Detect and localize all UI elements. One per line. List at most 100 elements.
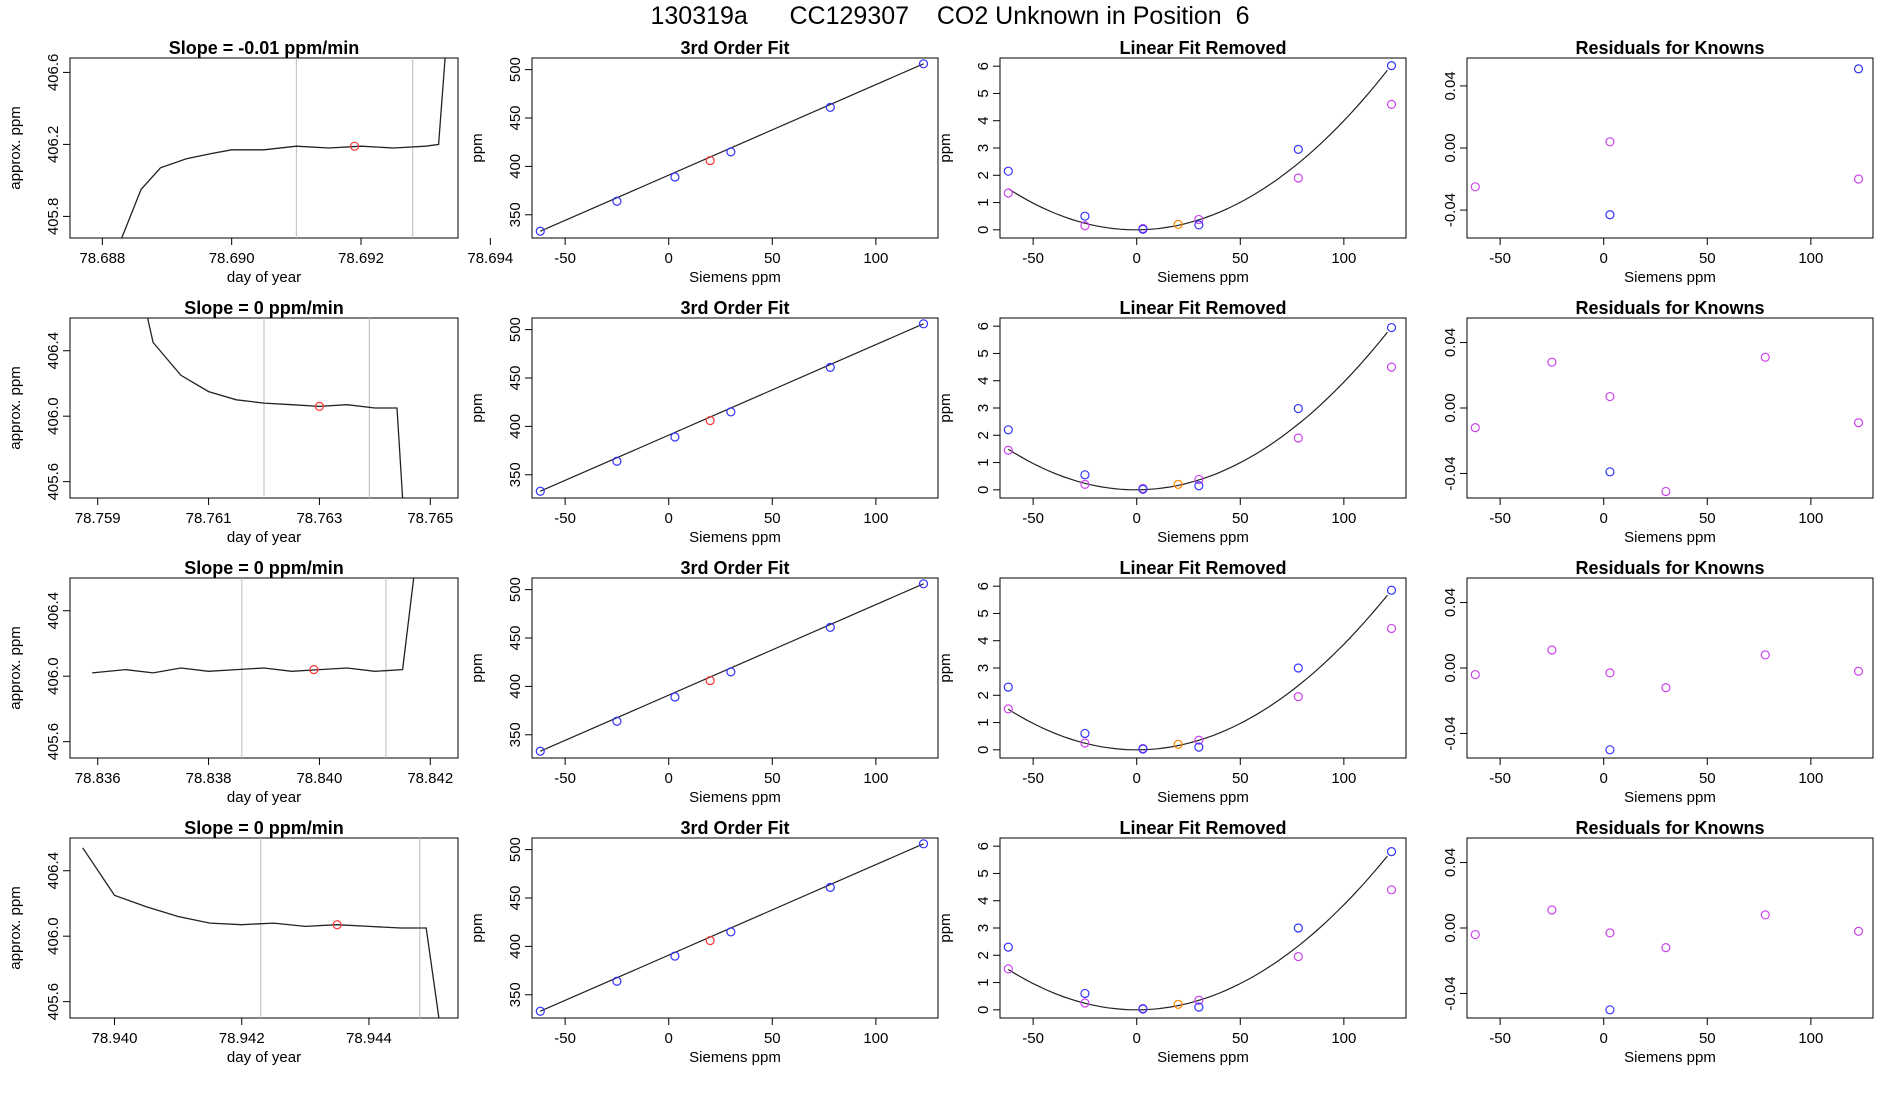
y-tick-label: 6 [975, 582, 992, 590]
y-tick-label: 1 [975, 198, 992, 206]
y-axis-label: ppm [937, 393, 954, 422]
y-tick-label: 405.6 [45, 723, 62, 761]
y-tick-label: 350 [507, 982, 524, 1007]
chart-panel: Slope = 0 ppm/min 78.759 78.761 78.763 78.76… [7, 298, 459, 546]
y-tick-label: 3 [975, 664, 992, 672]
y-tick-label: 5 [975, 869, 992, 877]
y-tick-label: 1 [975, 978, 992, 986]
y-axis-label: approx. ppm [7, 106, 24, 189]
plot-frame [531, 837, 939, 1019]
x-tick-label: 0 [665, 250, 673, 267]
data-point [1386, 322, 1397, 333]
chart-title: 3rd Order Fit [680, 38, 789, 58]
chart-title: 3rd Order Fit [680, 558, 789, 578]
data-point [1194, 995, 1204, 1005]
data-point [1003, 445, 1013, 455]
data-point [535, 746, 545, 756]
y-axis-label: ppm [469, 393, 486, 422]
data-point [705, 415, 715, 426]
data-point [726, 407, 736, 417]
y-tick-label: 0.00 [1442, 913, 1459, 942]
y-tick-label: 2 [975, 691, 992, 699]
x-tick-label: 0 [1133, 250, 1141, 267]
data-point [1386, 99, 1397, 109]
y-tick-label: -0.04 [1442, 976, 1459, 1010]
data-point [918, 579, 929, 589]
data-point [670, 432, 680, 442]
chart-title: Residuals for Knowns [1575, 298, 1764, 318]
fit-curve [1007, 594, 1388, 751]
data-point [535, 1006, 545, 1016]
y-tick-label: 3 [975, 924, 992, 932]
y-tick-label: 400 [507, 414, 524, 439]
x-tick-label: -50 [1022, 250, 1044, 267]
x-tick-label: 0 [1600, 770, 1608, 787]
data-point [535, 226, 545, 236]
y-tick-label: 3 [975, 404, 992, 412]
y-axis-label: approx. ppm [7, 886, 24, 969]
y-tick-label: 0.00 [1442, 393, 1459, 422]
x-tick-label: 78.944 [346, 1030, 392, 1047]
x-tick-label: 100 [863, 510, 888, 527]
data-point [1138, 224, 1148, 234]
y-tick-label: 450 [507, 625, 524, 650]
x-axis-label: Siemens ppm [1157, 1049, 1249, 1066]
x-tick-label: 50 [1232, 250, 1249, 267]
x-tick-label: 78.692 [338, 250, 384, 267]
x-tick-label: -50 [554, 510, 576, 527]
x-tick-label: -50 [1489, 510, 1511, 527]
data-point [1293, 433, 1303, 443]
x-tick-label: -50 [1489, 250, 1511, 267]
y-tick-label: 405.6 [45, 463, 62, 501]
y-axis-label: ppm [937, 133, 954, 162]
data-point [1003, 964, 1013, 974]
data-point [1293, 173, 1303, 183]
data-point [1080, 221, 1090, 231]
fit-curve [1007, 855, 1388, 1011]
y-tick-label: 350 [507, 202, 524, 227]
data-point [1194, 220, 1204, 230]
plot-frame [999, 837, 1407, 1019]
y-tick-label: 400 [507, 674, 524, 699]
y-tick-label: 0 [975, 746, 992, 754]
y-tick-label: 6 [975, 62, 992, 70]
y-tick-label: 500 [507, 837, 524, 862]
y-tick-label: 500 [507, 57, 524, 82]
x-tick-label: 50 [764, 1030, 781, 1047]
y-tick-label: 405.8 [45, 198, 62, 236]
data-point [1138, 484, 1148, 494]
data-point [1194, 742, 1204, 752]
data-point [1080, 998, 1090, 1008]
y-tick-label: 2 [975, 171, 992, 179]
data-point [1194, 735, 1204, 745]
data-point [1605, 137, 1615, 147]
data-point [1080, 211, 1090, 221]
x-axis-label: Siemens ppm [689, 269, 781, 286]
x-axis-label: day of year [227, 789, 301, 806]
x-tick-label: 0 [665, 1030, 673, 1047]
plot-frame [1466, 317, 1874, 499]
data-point [1547, 645, 1557, 655]
x-axis-label: day of year [227, 1049, 301, 1066]
x-axis-label: Siemens ppm [689, 529, 781, 546]
y-tick-label: 350 [507, 722, 524, 747]
chart-title: Slope = -0.01 ppm/min [169, 38, 360, 58]
y-tick-label: 350 [507, 462, 524, 487]
y-tick-label: 0 [975, 1006, 992, 1014]
series-line [146, 317, 404, 499]
data-point [1080, 738, 1090, 748]
data-point [1386, 362, 1397, 372]
data-point [1853, 926, 1864, 936]
series-line [92, 577, 415, 674]
x-axis-label: Siemens ppm [1624, 269, 1716, 286]
data-point [1605, 928, 1615, 938]
plot-frame [1466, 57, 1874, 239]
data-point [1173, 739, 1183, 749]
x-tick-label: 100 [1331, 1030, 1356, 1047]
x-tick-label: 50 [1232, 770, 1249, 787]
plot-frame [1466, 577, 1874, 759]
y-tick-label: 1 [975, 718, 992, 726]
x-tick-label: -50 [554, 250, 576, 267]
data-point [1194, 474, 1204, 485]
data-point [705, 935, 715, 946]
